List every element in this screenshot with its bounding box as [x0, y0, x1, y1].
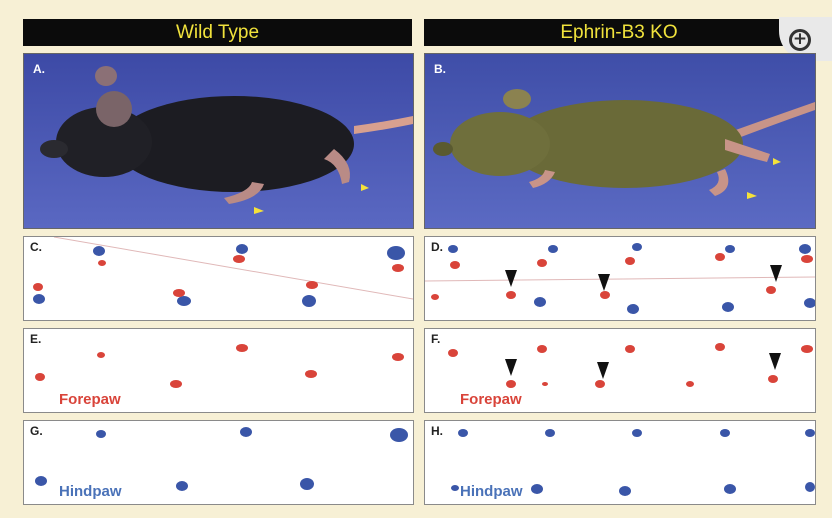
footprints-h — [451, 429, 815, 496]
header-ephrin-ko: Ephrin-B3 KO — [424, 19, 814, 46]
zoom-in-icon: + — [789, 29, 811, 51]
zoom-icon-glyph: + — [792, 29, 808, 49]
hindpaw-label-left: Hindpaw — [59, 483, 122, 500]
footprints-c — [33, 237, 413, 307]
wild-type-mouse-image — [24, 54, 413, 228]
panel-label-a: A. — [33, 62, 45, 76]
footprints-e — [35, 344, 404, 388]
footprints-d — [425, 243, 815, 314]
panel-label-g: G. — [30, 424, 43, 438]
header-wild-type-text: Wild Type — [175, 22, 260, 43]
panel-label-h: H. — [431, 424, 443, 438]
forepaw-label-left: Forepaw — [59, 391, 121, 408]
header-ephrin-ko-text: Ephrin-B3 KO — [560, 22, 678, 43]
panel-label-d: D. — [431, 240, 443, 254]
footprints-f — [448, 343, 813, 388]
photo-ko-mouse: B. — [424, 53, 816, 229]
panel-label-c: C. — [30, 240, 42, 254]
photo-wild-type-mouse: A. — [23, 53, 414, 229]
footprint-panel-d: D. — [424, 236, 816, 321]
panel-label-b: B. — [434, 62, 446, 76]
footprint-panel-h: H. Hindpaw — [424, 420, 816, 505]
ko-mouse-image — [425, 54, 815, 228]
panel-label-e: E. — [30, 332, 42, 346]
hindpaw-label-right: Hindpaw — [460, 483, 523, 500]
footprint-panel-e: E. Forepaw — [23, 328, 414, 413]
footprint-panel-f: F. Forepaw — [424, 328, 816, 413]
forepaw-label-right: Forepaw — [460, 391, 522, 408]
footprint-panel-g: G. Hindpaw — [23, 420, 414, 505]
panel-label-f: F. — [431, 332, 441, 346]
footprints-g — [35, 427, 408, 491]
header-wild-type: Wild Type — [23, 19, 412, 46]
footprint-panel-c: C. — [23, 236, 414, 321]
